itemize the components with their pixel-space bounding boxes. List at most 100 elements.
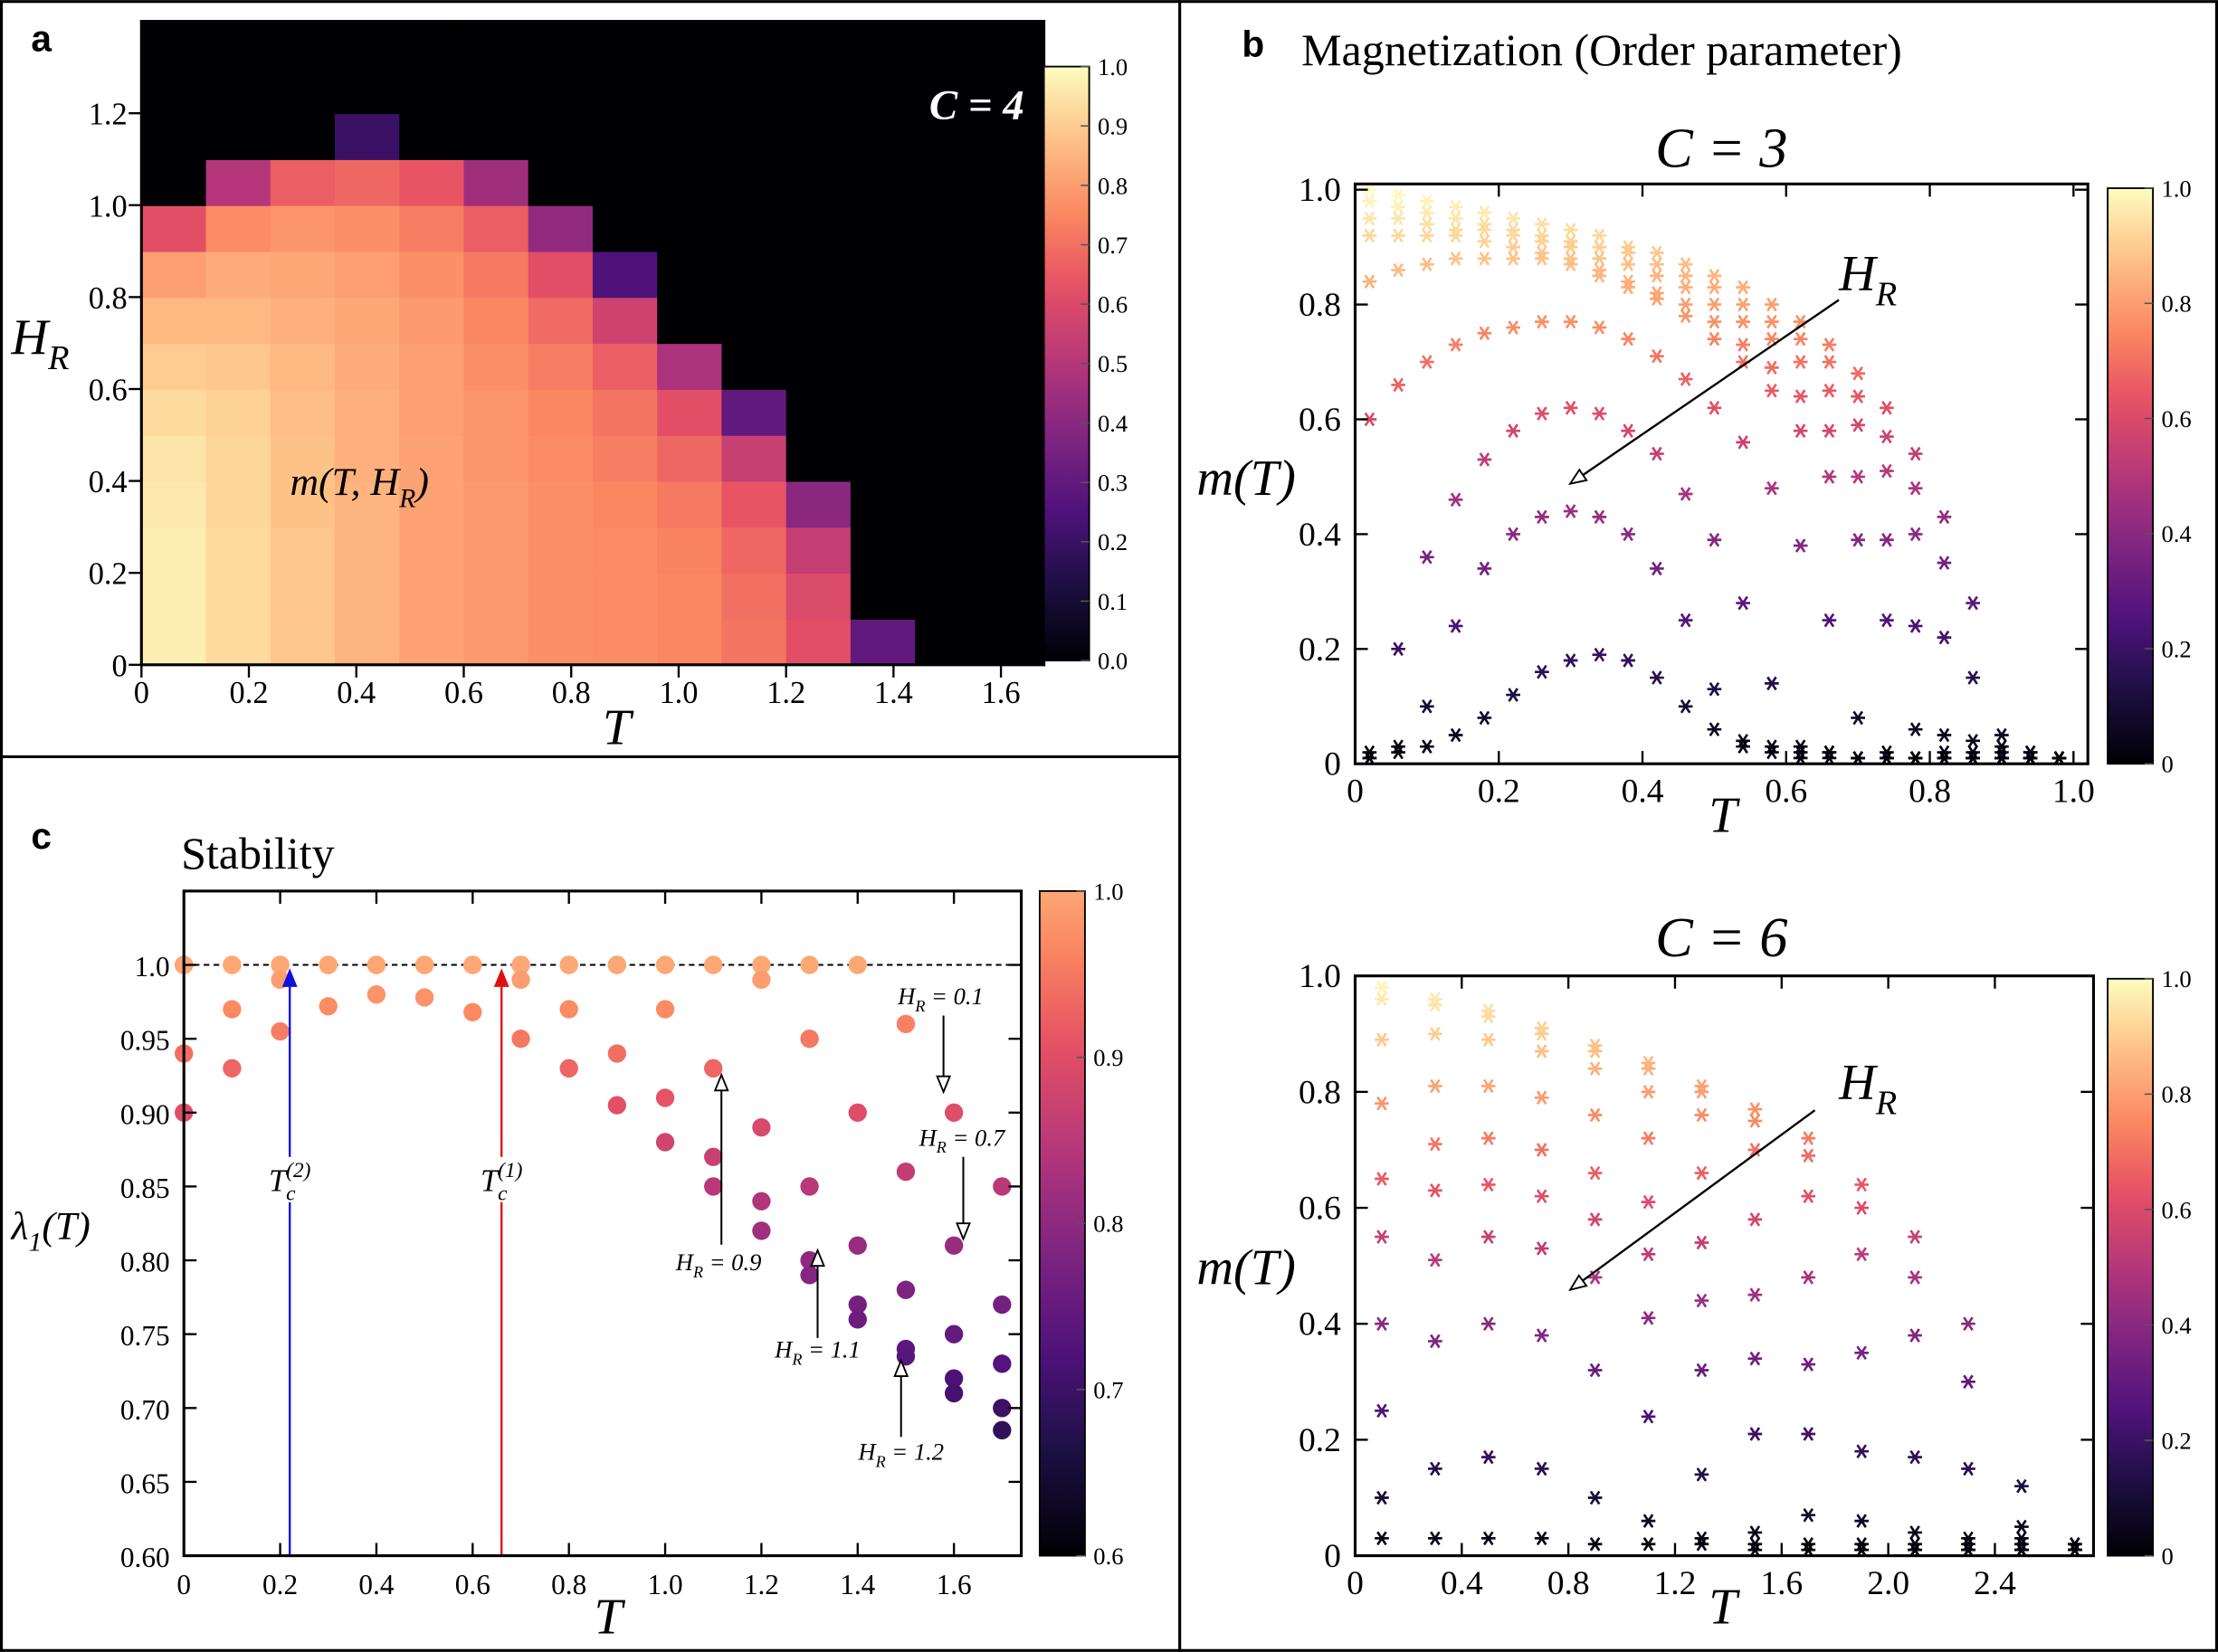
heatmap-cell [721,251,787,299]
colorbar-tick-label: 0 [2161,751,2173,778]
heatmap-cell [721,21,787,69]
colorbar-tick-label: 0.9 [1093,1044,1123,1071]
heatmap-cell [270,527,336,574]
data-point [1362,211,1377,226]
data-point [1506,423,1520,438]
data-point [1822,355,1837,369]
data-point [1641,1061,1656,1077]
heatmap-cell [979,527,1045,574]
text-part: (1) [498,1159,522,1182]
heatmap-cell [528,297,594,345]
y-tick-label: 0 [1324,1538,1341,1575]
data-point [1801,1543,1816,1557]
heatmap-cell [335,204,401,252]
text-part: = 0.1 [925,983,983,1010]
heatmap-cell [915,297,981,345]
data-point [1587,1536,1603,1552]
data-point [1937,751,1952,765]
data-point [1428,1461,1442,1476]
heatmap-cell [592,573,659,620]
data-point [704,1147,723,1166]
data-point [1707,280,1722,295]
data-point [1391,262,1405,278]
data-point [223,1059,242,1078]
heatmap-cell [335,619,401,666]
colorbar-tick-label: 0.6 [2161,405,2191,432]
data-point [1966,595,1981,611]
data-point [463,1002,482,1021]
text-part: H [1838,1055,1879,1111]
x-axis-label: T [595,1590,626,1646]
field-label: m(T, HR) [290,460,428,513]
data-point [1822,470,1837,484]
data-point [1908,446,1923,461]
heatmap-cell [785,113,852,160]
colorbar-tick-label: 0.8 [2161,1081,2191,1108]
x-tick-label: 0 [1347,1565,1364,1602]
data-point [1621,331,1635,347]
heatmap-cell [335,113,401,160]
y-tick-label: 0.6 [89,373,128,407]
data-point [1587,1165,1603,1181]
chart-title: C = 3 [1655,117,1787,180]
text-part: T [481,1163,500,1198]
x-tick-label: 1.4 [840,1569,875,1600]
data-point [1420,550,1434,565]
heatmap-cell [528,573,594,620]
colorbar-tick-label: 1.0 [1098,53,1128,81]
colorbar-tick-label: 0.2 [2161,1427,2191,1454]
data-point [1851,418,1865,432]
data-point [1822,745,1837,760]
data-point [1641,1514,1656,1528]
y-tick-label: 0 [1324,746,1341,783]
heatmap-cell [270,67,336,115]
data-point [1851,389,1865,404]
heatmap-cell [721,67,787,115]
data-point [1678,257,1693,271]
data-point [1391,199,1405,214]
data-point [1747,1212,1763,1227]
x-tick-label: 0.4 [358,1569,394,1600]
y-tick-label: 1.0 [135,951,170,983]
data-point [1621,257,1635,271]
heatmap-cell [721,619,787,666]
data-point [1480,1131,1496,1145]
heatmap-cell [915,21,981,69]
data-point [800,1177,819,1196]
heatmap-cell [141,21,207,69]
data-point [1534,1531,1549,1546]
heatmap-cell [785,343,852,390]
x-tick-label: 1.6 [982,676,1021,710]
heatmap-cell [592,67,659,115]
data-point [896,1162,916,1182]
arrow-head [1568,1274,1588,1292]
heatmap-cell [463,113,529,160]
heatmap-cell [335,158,401,206]
heatmap-cell [270,619,336,666]
y-tick-label: 0.95 [120,1025,170,1057]
data-point [655,955,675,974]
heatmap-cell [335,480,401,528]
colorbar-tick-label: 0.6 [1098,291,1128,318]
data-point [1801,1189,1816,1204]
heatmap-cell [141,343,207,390]
text-part: H [857,1438,877,1465]
data-point [1650,257,1664,271]
heatmap-cell [592,434,659,482]
heatmap-cell [850,158,917,206]
text-part: R [875,1452,886,1470]
data-point [1563,653,1578,668]
heatmap-cell [399,67,465,115]
text-part: = 1.2 [886,1438,944,1465]
heatmap-cell [270,21,336,69]
data-point [1428,1334,1442,1349]
plot-background [1355,184,2089,764]
data-point [1736,314,1750,329]
colorbar-tick-label: 0.0 [1098,647,1128,674]
corner-label: C = 4 [929,81,1024,128]
y-tick-label: 0.60 [120,1542,170,1573]
data-point [1477,710,1492,726]
data-point [366,955,386,974]
data-point [1375,1230,1389,1244]
